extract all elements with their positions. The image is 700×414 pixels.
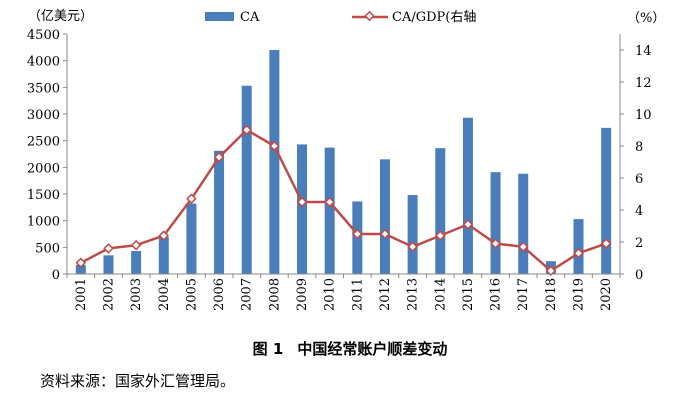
x-tick-label: 2002 (101, 278, 116, 311)
bar-2009 (297, 144, 308, 274)
line-point-2004 (158, 230, 170, 241)
bar-2012 (379, 159, 390, 274)
line-point-2011 (352, 228, 363, 240)
line-point-2005 (186, 193, 197, 205)
bar-2002 (103, 255, 114, 274)
source-note: 资料来源：国家外汇管理局。 (40, 372, 236, 390)
line-point-2008 (269, 140, 280, 152)
x-tick-label: 2007 (240, 278, 255, 311)
bar-2001 (75, 264, 86, 274)
line-point-2009 (296, 196, 308, 208)
x-tick-label: 2006 (212, 278, 227, 311)
x-tick-label: 2009 (295, 278, 310, 311)
legend-bar-swatch (205, 12, 234, 21)
bar-2016 (490, 172, 501, 274)
bar-2004 (158, 237, 169, 274)
y-left-tick-label: 4500 (27, 28, 60, 43)
line-point-2020 (600, 238, 612, 249)
line-point-2014 (434, 230, 446, 241)
line-point-2017 (517, 241, 529, 253)
y-right-tick-label: 4 (635, 204, 643, 219)
y-right-tick-label: 8 (635, 140, 643, 155)
line-point-2003 (130, 239, 142, 251)
y-left-tick-label: 2500 (27, 135, 60, 150)
y-left-unit-label: （亿美元） (28, 9, 93, 24)
bar-2007 (241, 85, 252, 274)
y-right-axis: 0 2 4 6 8 10 12 14 (619, 34, 652, 283)
y-left-tick-label: 0 (52, 268, 60, 283)
line-point-2007 (241, 124, 253, 136)
x-tick-label: 2014 (433, 278, 448, 311)
x-tick-label: 2019 (572, 278, 587, 311)
x-tick-label: 2004 (157, 278, 172, 311)
y-left-tick-label: 4000 (27, 55, 60, 70)
y-right-tick-label: 0 (635, 268, 643, 283)
x-tick-label: 2013 (406, 278, 421, 311)
bar-2017 (518, 173, 529, 274)
bar-2020 (601, 127, 612, 274)
x-axis: 2001 2002 2003 2004 2005 2006 2007 2008 2009 2010… (66, 273, 621, 311)
line-point-2016 (490, 238, 501, 249)
x-tick-label: 2010 (323, 278, 338, 311)
y-right-tick-label: 6 (635, 172, 643, 187)
line-point-2019 (573, 247, 584, 259)
legend-line-label: CA/GDP(右轴 (392, 10, 476, 25)
line-point-2012 (379, 228, 391, 240)
legend-line-marker (364, 10, 375, 22)
figure-caption: 图 1 中国经常账户顺差变动 (0, 338, 700, 359)
chart: （亿美元） （%） CA CA/GDP(右轴 0 500 1000 1500 2000 2… (27, 9, 665, 311)
x-tick-label: 2020 (599, 278, 614, 311)
line-series (75, 124, 612, 277)
x-tick-label: 2018 (544, 278, 559, 311)
x-tick-label: 2016 (489, 278, 504, 311)
line-point-2013 (407, 241, 418, 253)
line-point-2006 (213, 151, 225, 163)
y-left-tick-label: 1000 (27, 215, 60, 230)
legend: CA CA/GDP(右轴 (205, 10, 476, 25)
x-tick-label: 2001 (74, 278, 89, 311)
bar-2005 (186, 203, 197, 274)
x-tick-label: 2015 (461, 278, 476, 311)
x-tick-label: 2005 (184, 278, 199, 311)
figure-title: 中国经常账户顺差变动 (297, 340, 448, 358)
bar-2019 (573, 219, 584, 274)
y-left-tick-label: 3500 (27, 81, 60, 96)
y-right-tick-label: 14 (635, 44, 652, 59)
y-left-tick-label: 3000 (27, 108, 60, 123)
line-point-2001 (75, 257, 87, 269)
line-point-2010 (324, 196, 335, 208)
y-right-tick-label: 12 (635, 76, 652, 91)
y-left-tick-label: 1500 (27, 188, 60, 203)
bar-series (75, 50, 612, 274)
bar-2010 (324, 147, 335, 274)
line-point-2015 (462, 219, 474, 230)
x-tick-label: 2012 (378, 278, 393, 311)
x-tick-label: 2008 (267, 278, 282, 311)
bar-2013 (407, 195, 418, 274)
y-right-tick-label: 2 (635, 236, 643, 251)
x-tick-label: 2003 (129, 278, 144, 311)
bar-2015 (462, 117, 473, 274)
y-right-unit-label: （%） (627, 11, 665, 26)
line-point-2018 (545, 265, 557, 277)
y-left-tick-label: 500 (35, 241, 60, 256)
x-tick-label: 2017 (516, 278, 531, 311)
bar-2014 (435, 148, 446, 274)
line-point-2002 (103, 243, 114, 254)
y-right-tick-label: 10 (635, 108, 652, 123)
y-left-tick-label: 2000 (27, 161, 60, 176)
legend-bar-label: CA (240, 10, 260, 25)
bar-2003 (131, 251, 142, 274)
bar-2006 (214, 150, 225, 274)
bar-2008 (269, 50, 280, 274)
figure-number: 图 1 (252, 340, 284, 358)
y-left-axis: 0 500 1000 1500 2000 2500 3000 3500 4000 4500 (27, 28, 68, 283)
x-tick-label: 2011 (350, 278, 365, 311)
